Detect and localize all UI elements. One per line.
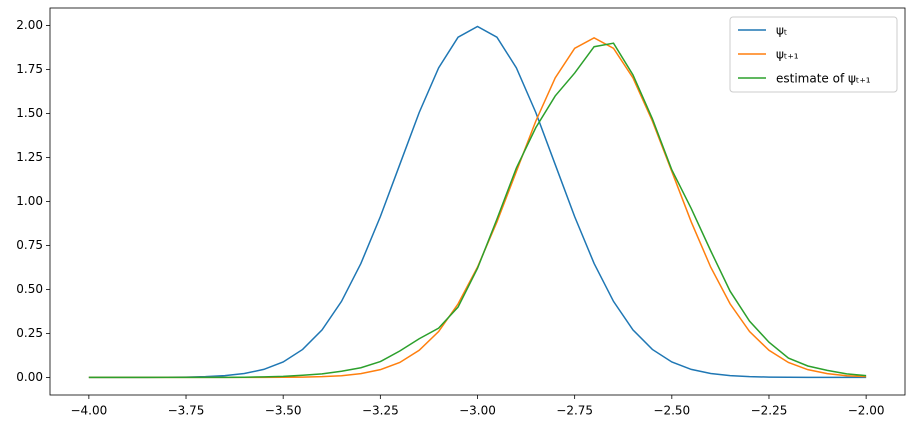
legend: ψₜ ψₜ₊₁ estimate of ψₜ₊₁	[729, 16, 898, 93]
line-series	[88, 25, 867, 379]
x-tick-label: −3.00	[459, 404, 496, 418]
line-series	[88, 42, 867, 379]
x-tick-label: −2.25	[751, 404, 788, 418]
legend-box	[729, 16, 898, 93]
y-tick-label: 0.75	[16, 238, 43, 252]
x-tick-label: −3.75	[168, 404, 205, 418]
legend-label: estimate of ψₜ₊₁	[776, 72, 871, 86]
y-tick-label: 0.00	[16, 370, 43, 384]
legend-label: ψₜ₊₁	[776, 48, 799, 62]
y-tick-label: 2.00	[16, 18, 43, 32]
x-tick-label: −3.50	[265, 404, 302, 418]
x-tick-label: −3.25	[362, 404, 399, 418]
y-tick-label: 0.50	[16, 282, 43, 296]
x-tick-label: −2.75	[556, 404, 593, 418]
y-tick-label: 0.25	[16, 326, 43, 340]
y-tick-label: 1.75	[16, 62, 43, 76]
y-tick-label: 1.50	[16, 106, 43, 120]
x-tick-label: −2.50	[653, 404, 690, 418]
y-tick-label: 1.00	[16, 194, 43, 208]
y-tick-label: 1.25	[16, 150, 43, 164]
axes-frame	[49, 7, 906, 396]
x-tick-label: −4.00	[70, 404, 107, 418]
x-tick-label: −2.00	[848, 404, 885, 418]
legend-label: ψₜ	[776, 24, 787, 38]
